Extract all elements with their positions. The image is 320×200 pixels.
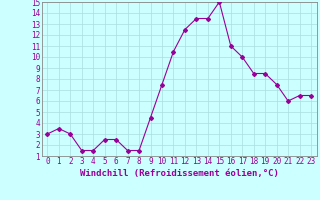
X-axis label: Windchill (Refroidissement éolien,°C): Windchill (Refroidissement éolien,°C)	[80, 169, 279, 178]
